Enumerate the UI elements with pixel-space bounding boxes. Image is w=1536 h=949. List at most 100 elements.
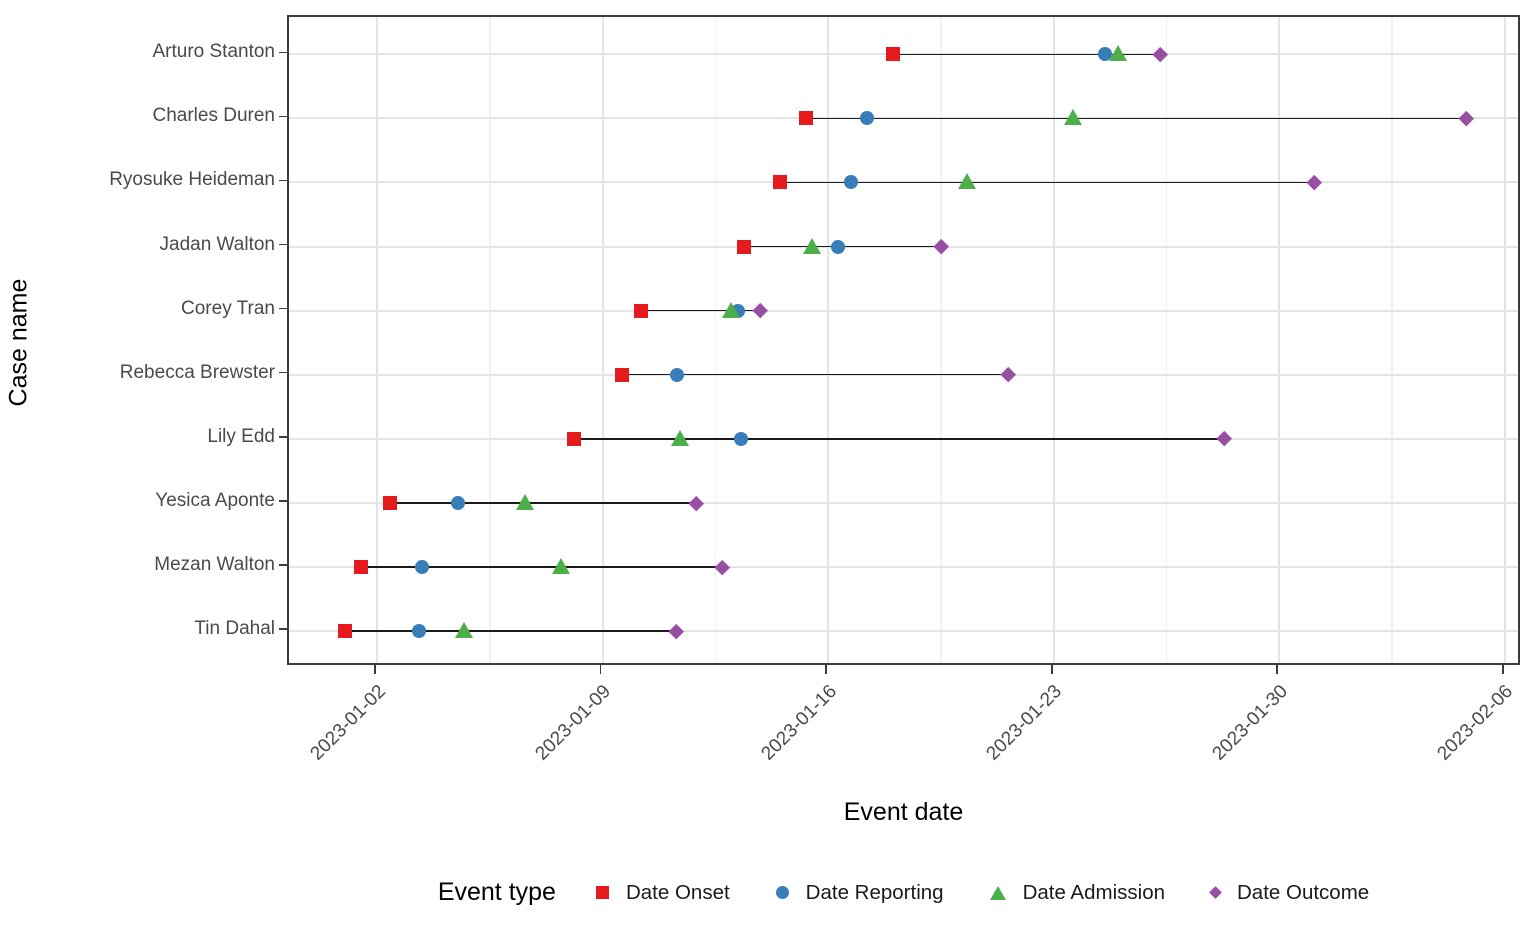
marker-admission xyxy=(722,301,741,318)
legend-item-onset: Date Onset xyxy=(595,880,730,905)
marker-admission xyxy=(551,557,570,574)
y-axis-title: Case name xyxy=(4,278,33,407)
gridline-x-major xyxy=(1503,17,1506,663)
y-tick-mark xyxy=(279,51,287,54)
gridline-x-minor xyxy=(940,17,942,663)
x-tick-label: 2023-01-30 xyxy=(1208,681,1293,765)
marker-admission xyxy=(957,173,976,190)
gridline-x-minor xyxy=(1165,17,1168,663)
case-timeline-segment xyxy=(892,53,1160,56)
marker-reporting xyxy=(734,431,749,446)
marker-admission xyxy=(1109,45,1128,62)
y-tick-mark xyxy=(279,435,287,438)
legend: Event type Date Onset Date Reporting Date … xyxy=(287,878,1520,907)
marker-onset xyxy=(737,239,752,254)
legend-label: Date Admission xyxy=(1022,880,1165,904)
x-tick-mark xyxy=(1276,665,1279,674)
marker-reporting xyxy=(411,623,426,638)
marker-reporting xyxy=(415,559,430,574)
marker-reporting xyxy=(830,239,845,254)
y-tick-label: Lily Edd xyxy=(207,425,275,447)
marker-admission xyxy=(670,429,689,446)
case-timeline-segment xyxy=(573,437,1225,440)
plot-panel xyxy=(287,15,1520,665)
x-tick-label: 2023-01-16 xyxy=(757,681,841,765)
square-legend-icon xyxy=(595,886,609,899)
marker-outcome xyxy=(1001,367,1016,383)
x-tick-label: 2023-01-23 xyxy=(982,681,1067,765)
legend-item-admission: Date Admission xyxy=(989,880,1165,905)
x-tick-label: 2023-01-09 xyxy=(531,681,616,765)
marker-outcome xyxy=(688,495,704,511)
y-tick-label: Mezan Walton xyxy=(154,553,275,575)
y-tick-label: Arturo Stanton xyxy=(152,41,275,63)
marker-reporting xyxy=(669,367,684,382)
gridline-x-major xyxy=(1278,17,1281,663)
legend-title: Event type xyxy=(437,878,556,906)
y-tick-mark xyxy=(279,243,287,246)
x-tick-mark xyxy=(825,665,827,674)
y-tick-label: Charles Duren xyxy=(152,105,276,127)
marker-admission xyxy=(802,237,821,254)
marker-outcome xyxy=(669,623,685,639)
marker-admission xyxy=(1063,109,1082,126)
marker-onset xyxy=(353,559,368,574)
legend-label: Date Reporting xyxy=(805,880,944,904)
gridline-x-minor xyxy=(714,17,717,663)
marker-admission xyxy=(516,493,535,510)
marker-onset xyxy=(382,495,397,510)
gridline-x-minor xyxy=(1391,17,1393,663)
case-timeline-segment xyxy=(641,309,761,312)
y-tick-mark xyxy=(279,307,287,310)
case-timeline-segment xyxy=(344,630,677,632)
case-timeline-segment xyxy=(360,566,722,568)
y-tick-label: Tin Dahal xyxy=(194,617,275,639)
marker-reporting xyxy=(450,495,465,510)
legend-label: Date Onset xyxy=(625,880,730,904)
y-tick-label: Yesica Aponte xyxy=(155,489,275,511)
marker-outcome xyxy=(1216,431,1232,447)
marker-onset xyxy=(798,111,813,126)
case-timeline-segment xyxy=(779,181,1315,184)
marker-outcome xyxy=(714,559,730,575)
gridline-x-major xyxy=(601,17,604,663)
marker-onset xyxy=(885,47,900,62)
y-tick-mark xyxy=(279,564,287,566)
marker-outcome xyxy=(933,239,949,254)
gridline-x-major xyxy=(376,17,378,663)
marker-outcome xyxy=(1458,110,1474,126)
marker-onset xyxy=(634,303,649,318)
y-tick-mark xyxy=(279,371,287,374)
x-axis-title: Event date xyxy=(843,798,964,826)
marker-onset xyxy=(566,431,581,446)
marker-reporting xyxy=(1098,47,1113,62)
case-timeline-segment xyxy=(389,501,696,504)
gridline-y-major xyxy=(289,309,1518,312)
marker-onset xyxy=(772,175,787,190)
case-timeline-segment xyxy=(621,373,1009,376)
marker-onset xyxy=(337,623,352,638)
marker-outcome xyxy=(752,303,768,319)
y-tick-mark xyxy=(279,499,287,502)
legend-item-outcome: Date Outcome xyxy=(1209,880,1370,905)
y-tick-label: Corey Tran xyxy=(181,297,275,319)
x-tick-label: 2023-01-02 xyxy=(306,681,390,765)
gridline-x-major xyxy=(1052,17,1055,663)
y-tick-label: Rebecca Brewster xyxy=(119,361,275,383)
legend-label: Date Outcome xyxy=(1237,880,1370,904)
gridline-y-major xyxy=(289,501,1518,504)
gridline-x-major xyxy=(827,17,830,663)
y-tick-label: Ryosuke Heideman xyxy=(109,169,275,191)
y-tick-mark xyxy=(279,179,287,182)
gridline-x-minor xyxy=(489,17,491,663)
triangle-legend-icon xyxy=(989,885,1006,900)
x-tick-mark xyxy=(599,665,602,674)
x-tick-mark xyxy=(1050,665,1053,674)
y-tick-mark xyxy=(279,628,287,630)
marker-admission xyxy=(454,621,473,638)
marker-outcome xyxy=(1307,175,1323,190)
y-tick-label: Jadan Walton xyxy=(159,233,275,255)
marker-onset xyxy=(614,367,629,382)
case-timeline-segment xyxy=(805,117,1467,120)
